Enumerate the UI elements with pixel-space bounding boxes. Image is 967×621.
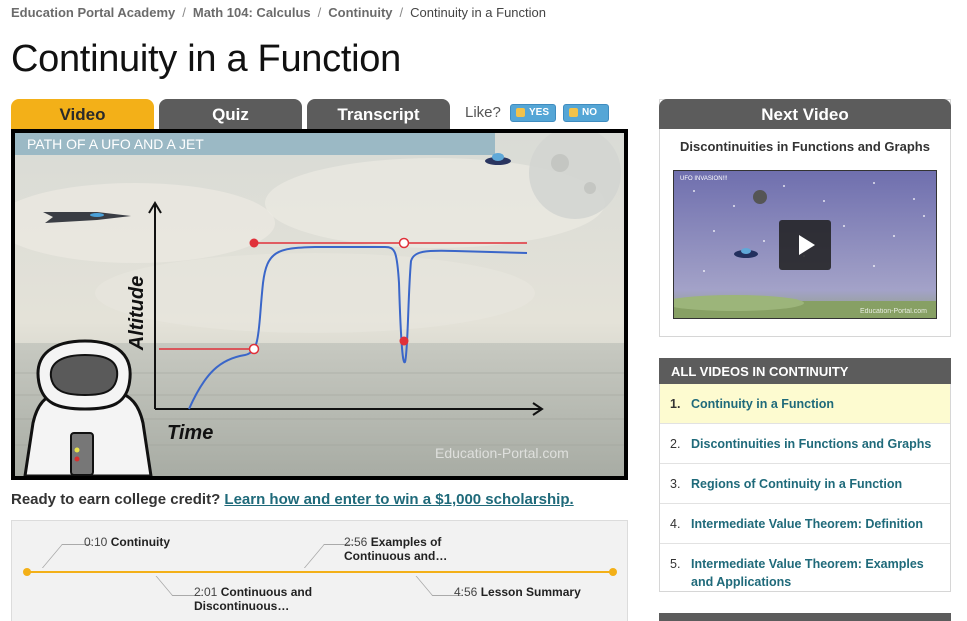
chapter-time: 2:01 xyxy=(194,585,218,599)
like-no-label: NO xyxy=(582,107,597,118)
chapter-time: 2:56 xyxy=(344,535,368,549)
chapter-marker-summary[interactable]: 4:56 Lesson Summary xyxy=(454,585,581,599)
list-item-number: 5. xyxy=(670,557,681,571)
closed-point xyxy=(249,238,259,248)
video-banner-text: PATH OF A UFO AND A JET xyxy=(27,136,204,152)
scholarship-link[interactable]: Learn how and enter to win a $1,000 scho… xyxy=(224,491,574,508)
next-video-thumbnail[interactable]: UFO INVASION!!! Education-Portal.com xyxy=(673,170,937,319)
chapter-title: Examples of xyxy=(370,535,442,549)
chapter-time: 0:10 xyxy=(84,535,108,549)
chapter-marker-continuous-discontinuous[interactable]: 2:01 Continuous and Discontinuous… xyxy=(194,585,312,613)
list-item-number: 2. xyxy=(670,437,681,451)
like-no-button[interactable]: NO xyxy=(563,104,609,122)
list-item-label[interactable]: Discontinuities in Functions and Graphs xyxy=(691,437,932,451)
video-list-item[interactable]: 4. Intermediate Value Theorem: Definitio… xyxy=(660,504,950,544)
list-item-label[interactable]: Intermediate Value Theorem: Examples and … xyxy=(691,557,924,589)
more-panel-header xyxy=(659,613,951,621)
list-item-label[interactable]: Intermediate Value Theorem: Definition xyxy=(691,517,923,531)
chapter-marker-continuity[interactable]: 0:10 Continuity xyxy=(84,535,170,549)
y-axis-label: Altitude xyxy=(126,276,148,351)
list-item-label[interactable]: Regions of Continuity in a Function xyxy=(691,477,903,491)
credit-prompt-text: Ready to earn college credit? xyxy=(11,491,221,508)
chapter-title-line2: Discontinuous… xyxy=(194,599,290,613)
video-list-item[interactable]: 2. Discontinuities in Functions and Grap… xyxy=(660,424,950,464)
timeline-start-dot xyxy=(23,568,31,576)
chapter-title: Lesson Summary xyxy=(480,585,581,599)
x-axis-label: Time xyxy=(167,422,213,444)
video-list-item[interactable]: 3. Regions of Continuity in a Function xyxy=(660,464,950,504)
closed-point xyxy=(399,336,409,346)
open-point xyxy=(398,237,410,249)
timeline-end-dot xyxy=(609,568,617,576)
next-video-title[interactable]: Discontinuities in Functions and Graphs xyxy=(680,139,930,154)
credit-prompt: Ready to earn college credit? Learn how … xyxy=(11,491,574,508)
like-yes-label: YES xyxy=(529,107,550,118)
video-watermark: Education-Portal.com xyxy=(435,445,569,461)
astronaut-character xyxy=(23,339,153,476)
breadcrumb-separator: / xyxy=(182,5,186,20)
breadcrumb-current: Continuity in a Function xyxy=(410,5,546,20)
list-item-label-line1: Intermediate Value Theorem: Examples xyxy=(691,557,924,571)
list-item-number: 1. xyxy=(670,397,681,411)
chapter-title-line2: Continuous and… xyxy=(344,549,448,563)
thumbs-down-icon xyxy=(569,108,578,117)
breadcrumb-link-course[interactable]: Math 104: Calculus xyxy=(192,5,311,20)
like-label: Like? xyxy=(465,104,501,121)
thumbnail-caption: UFO INVASION!!! xyxy=(680,176,728,182)
breadcrumb: Education Portal Academy / Math 104: Calcu… xyxy=(11,5,546,20)
thumbnail-watermark: Education-Portal.com xyxy=(860,308,927,315)
list-item-number: 3. xyxy=(670,477,681,491)
video-frame: PATH OF A UFO AND A JET Altitude Time xyxy=(15,133,624,476)
all-videos-header: ALL VIDEOS IN CONTINUITY xyxy=(659,358,951,384)
chapter-time: 4:56 xyxy=(454,585,478,599)
list-item-label[interactable]: Continuity in a Function xyxy=(691,397,835,411)
jet-icon xyxy=(43,212,131,223)
tab-video[interactable]: Video xyxy=(11,99,154,129)
chapter-marker-examples[interactable]: 2:56 Examples of Continuous and… xyxy=(344,535,447,563)
thumbs-up-icon xyxy=(516,108,525,117)
breadcrumb-separator: / xyxy=(399,5,404,20)
next-video-header: Next Video xyxy=(659,99,951,129)
chapter-title: Continuity xyxy=(110,535,171,549)
tab-quiz[interactable]: Quiz xyxy=(159,99,302,129)
list-item-number: 4. xyxy=(670,517,681,531)
like-yes-button[interactable]: YES xyxy=(510,104,556,122)
video-timeline: 0:10 Continuity 2:01 Continuous and Disc… xyxy=(11,520,628,621)
ufo-icon xyxy=(485,153,511,165)
next-video-panel: Next Video Discontinuities in Functions … xyxy=(659,99,951,337)
play-icon[interactable] xyxy=(779,220,831,270)
breadcrumb-separator: / xyxy=(317,5,322,20)
video-list-item[interactable]: 1. Continuity in a Function xyxy=(660,384,950,424)
video-list-item[interactable]: 5. Intermediate Value Theorem: Examples a… xyxy=(660,544,950,601)
open-point xyxy=(248,343,260,355)
page-title: Continuity in a Function xyxy=(11,38,401,80)
chapter-title: Continuous and xyxy=(220,585,313,599)
list-item-label-line2: and Applications xyxy=(691,575,792,589)
breadcrumb-link-chapter[interactable]: Continuity xyxy=(328,5,393,20)
timeline-track[interactable] xyxy=(26,571,614,573)
tab-transcript[interactable]: Transcript xyxy=(307,99,450,129)
next-video-scene: UFO INVASION!!! Education-Portal.com xyxy=(674,171,936,318)
breadcrumb-link-academy[interactable]: Education Portal Academy xyxy=(11,5,176,20)
video-player[interactable]: PATH OF A UFO AND A JET Altitude Time xyxy=(11,129,628,480)
all-videos-panel: ALL VIDEOS IN CONTINUITY 1. Continuity i… xyxy=(659,358,951,592)
function-curve xyxy=(188,246,528,410)
video-banner xyxy=(15,133,495,155)
